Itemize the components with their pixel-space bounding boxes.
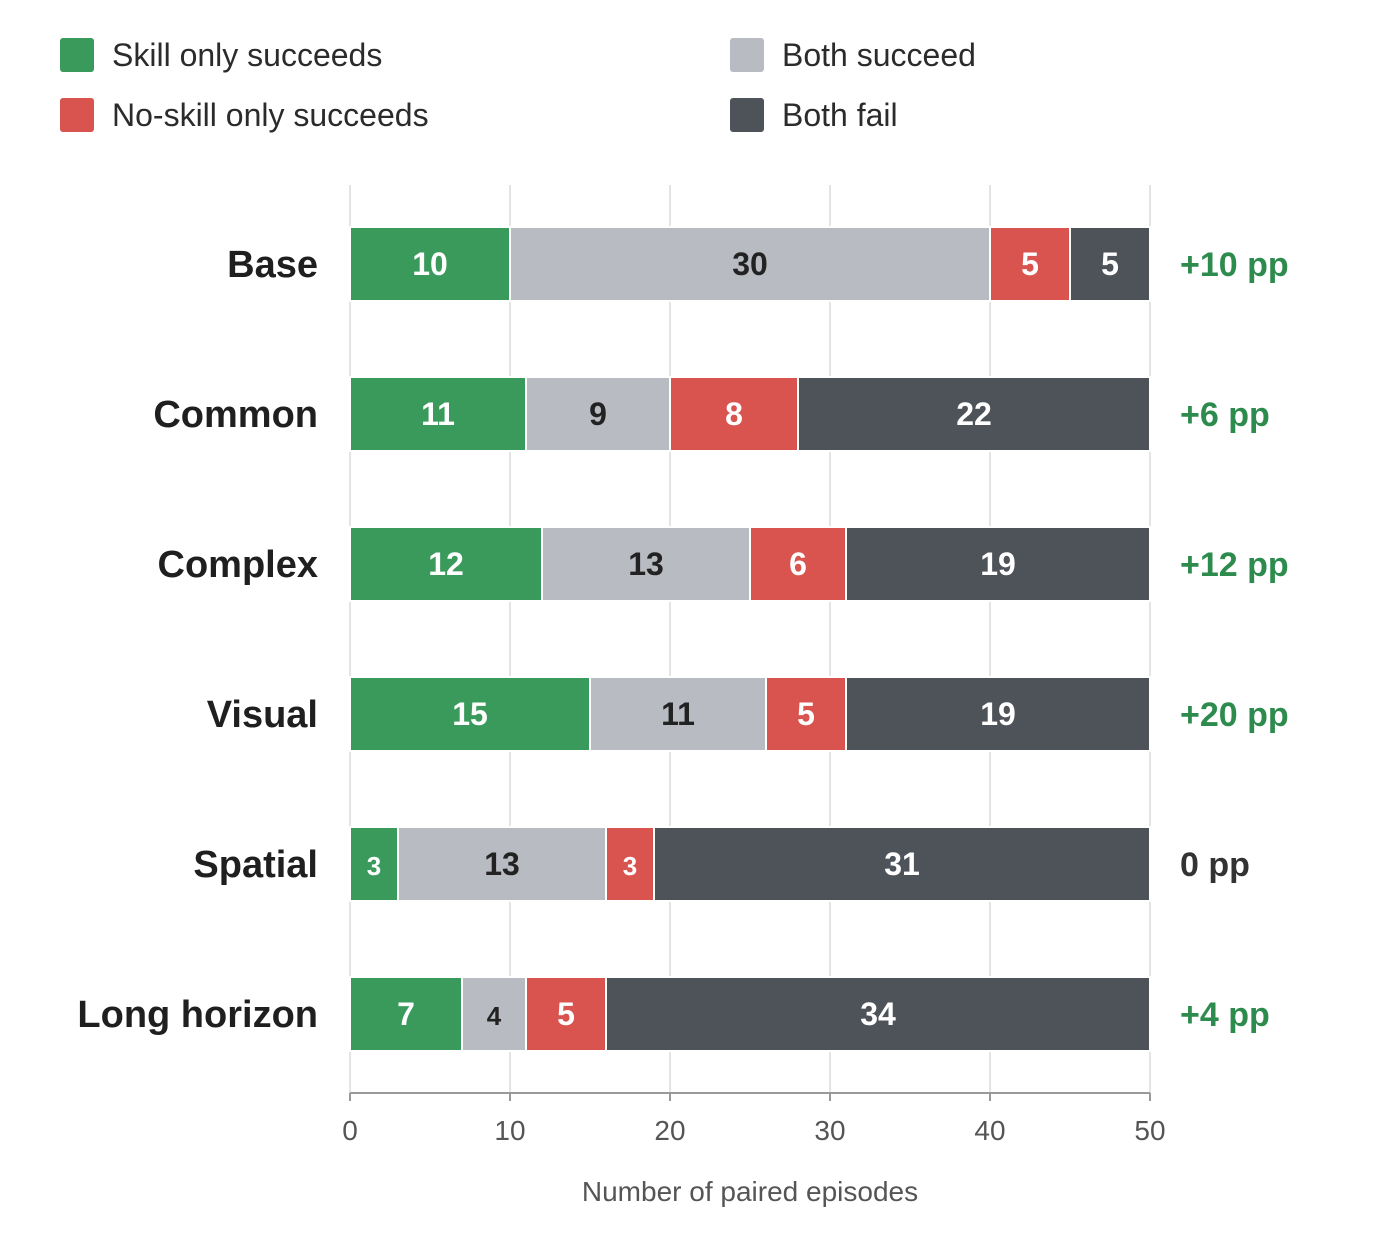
data-label-spatial-no-skill-only-succeeds: 3: [623, 851, 637, 881]
legend-swatch-both-fail: [730, 98, 764, 132]
data-label-visual-both-fail: 19: [980, 696, 1016, 732]
data-label-spatial-both-fail: 31: [884, 846, 920, 882]
data-label-long-horizon-both-fail: 34: [860, 996, 896, 1032]
data-label-spatial-both-succeed: 13: [484, 846, 520, 882]
bar-segment-complex-no-skill-only-succeeds: [749, 526, 847, 602]
bar-segment-visual-both-succeed: [589, 676, 767, 752]
category-label-spatial: Spatial: [193, 844, 318, 886]
legend: Skill only succeeds No-skill only succee…: [60, 37, 976, 133]
data-label-base-skill-only-succeeds: 10: [412, 246, 448, 282]
bar-segment-complex-skill-only-succeeds: [349, 526, 543, 602]
data-label-common-both-succeed: 9: [589, 396, 607, 432]
data-label-base-both-succeed: 30: [732, 246, 768, 282]
data-label-spatial-skill-only-succeeds: 3: [367, 851, 381, 881]
bar-segment-long-horizon-both-fail: [605, 976, 1151, 1052]
data-label-complex-both-succeed: 13: [628, 546, 664, 582]
bar-row-complex: Complex 12 13 6 19 +12 pp: [158, 526, 1289, 602]
category-label-base: Base: [227, 244, 318, 286]
x-tick-label-50: 50: [1134, 1115, 1165, 1146]
bar-row-base: Base 10 30 5 5 +10 pp: [227, 226, 1289, 302]
bar-segment-spatial-both-fail: [653, 826, 1151, 902]
category-label-common: Common: [153, 394, 318, 436]
legend-item-skill-only: Skill only succeeds: [60, 37, 382, 73]
data-label-common-skill-only-succeeds: 11: [421, 396, 455, 432]
delta-label-long-horizon: +4 pp: [1180, 996, 1270, 1034]
data-label-long-horizon-both-succeed: 4: [487, 1001, 502, 1031]
category-label-visual: Visual: [207, 694, 318, 736]
data-label-long-horizon-skill-only-succeeds: 7: [397, 996, 415, 1032]
bar-segment-long-horizon-skill-only-succeeds: [349, 976, 463, 1052]
legend-swatch-no-skill-only: [60, 98, 94, 132]
bar-segment-common-no-skill-only-succeeds: [669, 376, 799, 452]
x-tick-label-0: 0: [342, 1115, 358, 1146]
category-label-complex: Complex: [158, 544, 318, 586]
x-tick-label-20: 20: [654, 1115, 685, 1146]
x-axis: 0 10 20 30 40 50: [342, 1092, 1166, 1146]
legend-item-both-fail: Both fail: [730, 97, 898, 133]
delta-label-visual: +20 pp: [1180, 696, 1289, 734]
bar-row-visual: Visual 15 11 5 19 +20 pp: [207, 676, 1289, 752]
data-label-common-no-skill-only-succeeds: 8: [725, 396, 743, 432]
delta-label-base: +10 pp: [1180, 246, 1289, 284]
legend-label-both-fail: Both fail: [782, 97, 898, 133]
legend-swatch-skill-only: [60, 38, 94, 72]
bar-segment-spatial-both-succeed: [397, 826, 607, 902]
legend-label-both-succeed: Both succeed: [782, 37, 976, 73]
bar-row-common: Common 11 9 8 22 +6 pp: [153, 376, 1270, 452]
legend-label-skill-only: Skill only succeeds: [112, 37, 382, 73]
data-label-complex-no-skill-only-succeeds: 6: [789, 546, 807, 582]
bar-segment-complex-both-fail: [845, 526, 1151, 602]
bar-segment-visual-skill-only-succeeds: [349, 676, 591, 752]
bar-segment-base-both-fail: [1069, 226, 1151, 302]
bar-segment-long-horizon-no-skill-only-succeeds: [525, 976, 607, 1052]
gridlines: [349, 185, 1151, 1093]
bar-row-long-horizon: Long horizon 7 4 5 34 +4 pp: [77, 976, 1270, 1052]
x-axis-title: Number of paired episodes: [582, 1176, 918, 1207]
data-label-common-both-fail: 22: [956, 396, 992, 432]
bar-segment-visual-both-fail: [845, 676, 1151, 752]
data-label-base-both-fail: 5: [1101, 246, 1119, 282]
bars: Base 10 30 5 5 +10 pp Common 11 9 8 22 +6 pp Complex…: [77, 226, 1289, 1052]
legend-swatch-both-succeed: [730, 38, 764, 72]
bar-segment-spatial-skill-only-succeeds: [349, 826, 399, 902]
x-tick-label-40: 40: [974, 1115, 1005, 1146]
data-label-visual-both-succeed: 11: [661, 696, 695, 732]
x-tick-label-30: 30: [814, 1115, 845, 1146]
bar-segment-complex-both-succeed: [541, 526, 751, 602]
x-tick-label-10: 10: [494, 1115, 525, 1146]
delta-label-complex: +12 pp: [1180, 546, 1289, 584]
delta-label-spatial: 0 pp: [1180, 846, 1250, 884]
data-label-long-horizon-no-skill-only-succeeds: 5: [557, 996, 575, 1032]
legend-item-both-succeed: Both succeed: [730, 37, 976, 73]
data-label-visual-no-skill-only-succeeds: 5: [797, 696, 815, 732]
data-label-complex-both-fail: 19: [980, 546, 1016, 582]
data-label-base-no-skill-only-succeeds: 5: [1021, 246, 1039, 282]
data-label-complex-skill-only-succeeds: 12: [428, 546, 464, 582]
bar-segment-common-both-succeed: [525, 376, 671, 452]
bar-segment-common-skill-only-succeeds: [349, 376, 527, 452]
category-label-long-horizon: Long horizon: [77, 994, 318, 1036]
bar-segment-common-both-fail: [797, 376, 1151, 452]
bar-segment-base-skill-only-succeeds: [349, 226, 511, 302]
legend-item-no-skill-only: No-skill only succeeds: [60, 97, 429, 133]
bar-row-spatial: Spatial 3 13 3 31 0 pp: [193, 826, 1250, 902]
legend-label-no-skill-only: No-skill only succeeds: [112, 97, 429, 133]
delta-label-common: +6 pp: [1180, 396, 1270, 434]
data-label-visual-skill-only-succeeds: 15: [452, 696, 488, 732]
